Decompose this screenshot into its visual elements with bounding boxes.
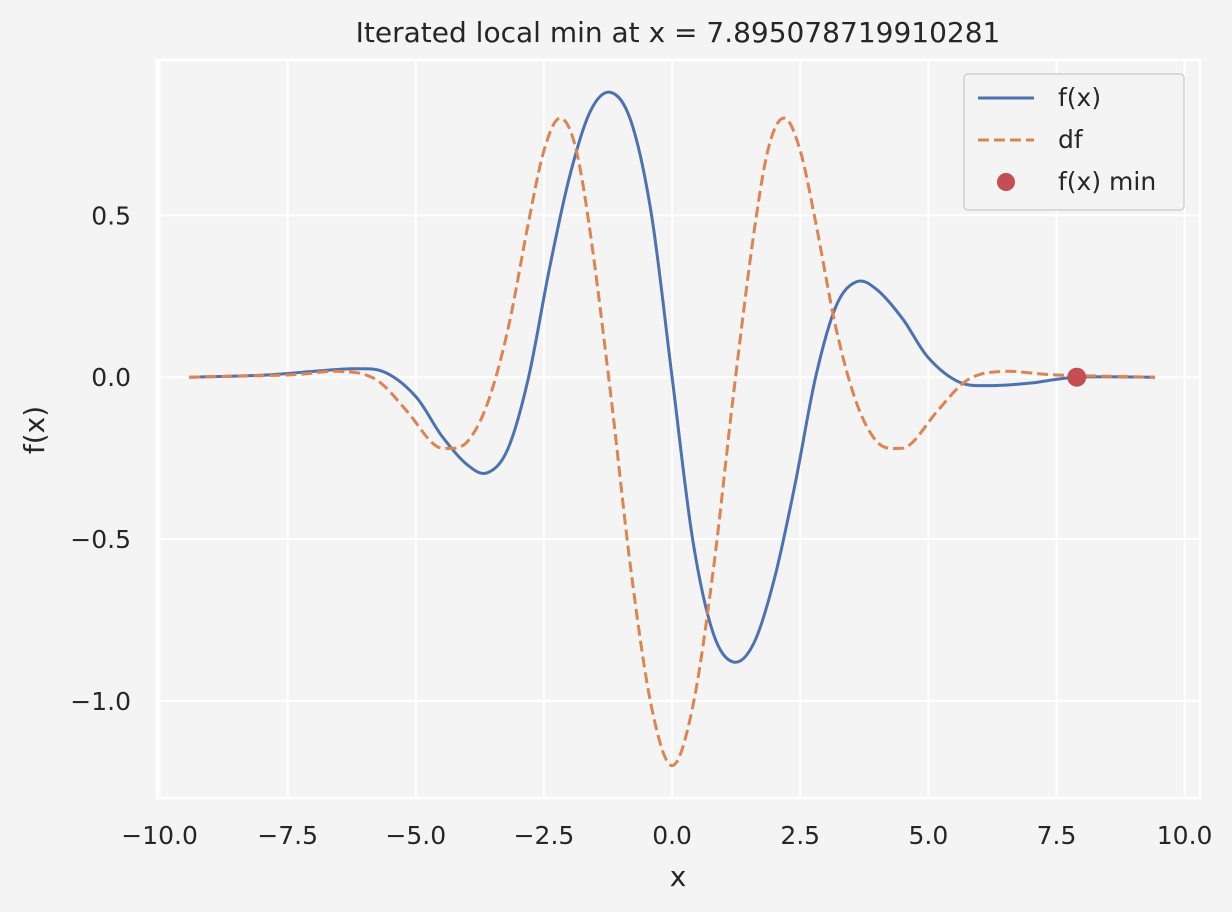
- grid: [155, 58, 1202, 800]
- legend-label-min: f(x) min: [1058, 167, 1156, 196]
- y-tick-label: 0.0: [91, 363, 131, 392]
- y-axis-label: f(x): [18, 406, 51, 454]
- min-marker: [1067, 367, 1087, 387]
- legend-box: [963, 73, 1185, 211]
- series-layer: [189, 90, 1155, 768]
- x-tick-label: 10.0: [1157, 821, 1213, 850]
- y-axis-ticks: 0.5 0.0 −0.5 −1.0: [70, 201, 131, 716]
- legend-label-df: df: [1058, 125, 1084, 154]
- x-tick-label: −2.5: [514, 821, 575, 850]
- series-line-f: [189, 90, 1155, 664]
- y-tick-label: −0.5: [70, 525, 131, 554]
- legend-label-f: f(x): [1058, 83, 1101, 112]
- x-tick-label: −5.0: [385, 821, 446, 850]
- x-axis-label: x: [670, 860, 687, 893]
- plot-frame: [155, 58, 1202, 800]
- legend-swatch-min: [997, 173, 1015, 191]
- y-tick-label: 0.5: [91, 201, 131, 230]
- x-tick-label: 7.5: [1037, 821, 1077, 850]
- x-tick-label: 5.0: [908, 821, 948, 850]
- x-tick-label: −10.0: [121, 821, 198, 850]
- chart-title: Iterated local min at x = 7.895078719910…: [356, 16, 1001, 49]
- legend: f(x) df f(x) min: [963, 73, 1185, 211]
- y-tick-label: −1.0: [70, 687, 131, 716]
- x-axis-ticks: −10.0 −7.5 −5.0 −2.5 0.0 2.5 5.0 7.5 10.0: [121, 821, 1212, 850]
- x-tick-label: 0.0: [652, 821, 692, 850]
- series-line-df: [189, 116, 1155, 768]
- x-tick-label: −7.5: [257, 821, 318, 850]
- x-tick-label: 2.5: [780, 821, 820, 850]
